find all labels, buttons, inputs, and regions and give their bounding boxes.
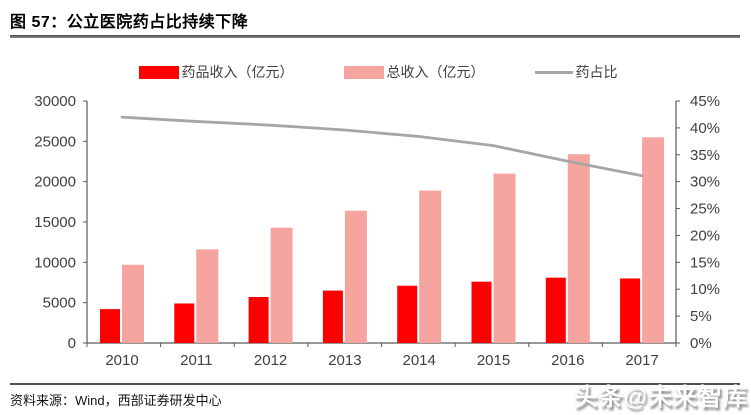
bar-series-0 (100, 277, 641, 343)
figure-title: 图 57：公立医院药占比持续下降 (10, 14, 249, 31)
source-note: 资料来源：Wind，西部证券研发中心 (10, 393, 222, 408)
x-axis-category-label: 2012 (254, 352, 287, 369)
legend-label-drug-revenue: 药品收入（亿元） (181, 64, 294, 80)
chart-area: 0 5000 10000 15000 20000 25000 30000 0% 5% 10% 15%… (0, 88, 751, 382)
bar-2014 (397, 285, 418, 343)
right-axis-tick-label: 10% (690, 281, 720, 298)
bar-2013 (344, 210, 367, 343)
legend-swatch-drug-revenue-icon (138, 65, 179, 79)
left-axis-tick-label: 25000 (34, 133, 76, 150)
bar-2016 (567, 154, 590, 343)
bar-2010 (100, 309, 120, 343)
left-axis-tick-label: 10000 (34, 254, 76, 271)
left-axis-tick-label: 20000 (34, 174, 76, 191)
bar-2013 (322, 290, 343, 343)
x-axis-category-label: 2010 (105, 352, 138, 369)
right-axis-tick-label: 45% (690, 93, 720, 110)
bar-2016 (545, 277, 566, 343)
drug-ratio-line (120, 115, 644, 178)
right-axis-tick-label: 5% (690, 308, 712, 325)
right-axis-tick-label: 0% (690, 335, 712, 352)
x-axis-category-label: 2014 (403, 352, 436, 369)
x-axis-category-label: 2016 (551, 352, 584, 369)
left-axis-tick-label: 5000 (43, 295, 76, 312)
legend-line-drug-ratio-icon (534, 70, 573, 74)
right-axis-tick-label: 40% (690, 120, 720, 137)
left-axis-tick-label: 30000 (34, 93, 76, 110)
bar-2012 (248, 297, 269, 343)
right-axis-tick-label: 25% (690, 201, 720, 218)
bar-2011 (196, 249, 219, 343)
bar-2017 (642, 137, 665, 343)
legend-swatch-total-revenue-icon (343, 65, 384, 79)
right-axis-tick-label: 20% (690, 227, 720, 244)
x-axis-category-label: 2015 (477, 352, 510, 369)
left-axis-tick-label: 15000 (34, 214, 76, 231)
legend-item-drug-ratio: 药占比 (534, 62, 618, 82)
bar-2017 (620, 278, 641, 343)
right-axis-tick-label: 30% (690, 174, 720, 191)
title-divider (10, 35, 740, 38)
right-axis-tick-label: 15% (690, 254, 720, 271)
bar-2015 (471, 281, 492, 343)
chart-svg: 0 5000 10000 15000 20000 25000 30000 0% 5% 10% 15%… (34, 93, 720, 369)
legend-label-total-revenue: 总收入（亿元） (386, 64, 485, 80)
x-axis-category-label: 2017 (625, 352, 658, 369)
right-axis-tick-label: 35% (690, 147, 720, 164)
legend-item-total-revenue: 总收入（亿元） (343, 62, 485, 82)
bar-2015 (493, 173, 516, 343)
bar-2011 (174, 303, 195, 343)
bar-2012 (270, 227, 293, 343)
legend-item-drug-revenue: 药品收入（亿元） (138, 62, 294, 82)
chart-legend: 药品收入（亿元） 总收入（亿元） 药占比 (88, 62, 668, 82)
left-axis-tick-label: 0 (68, 335, 76, 352)
bar-series-1 (122, 137, 665, 343)
footer-divider (10, 383, 740, 385)
bar-2014 (419, 190, 442, 343)
legend-label-drug-ratio: 药占比 (575, 64, 618, 80)
bar-2010 (122, 264, 144, 343)
x-axis-category-label: 2011 (180, 352, 212, 369)
x-axis-category-label: 2013 (328, 352, 361, 369)
watermark: 头条@未来智库 (573, 384, 748, 411)
